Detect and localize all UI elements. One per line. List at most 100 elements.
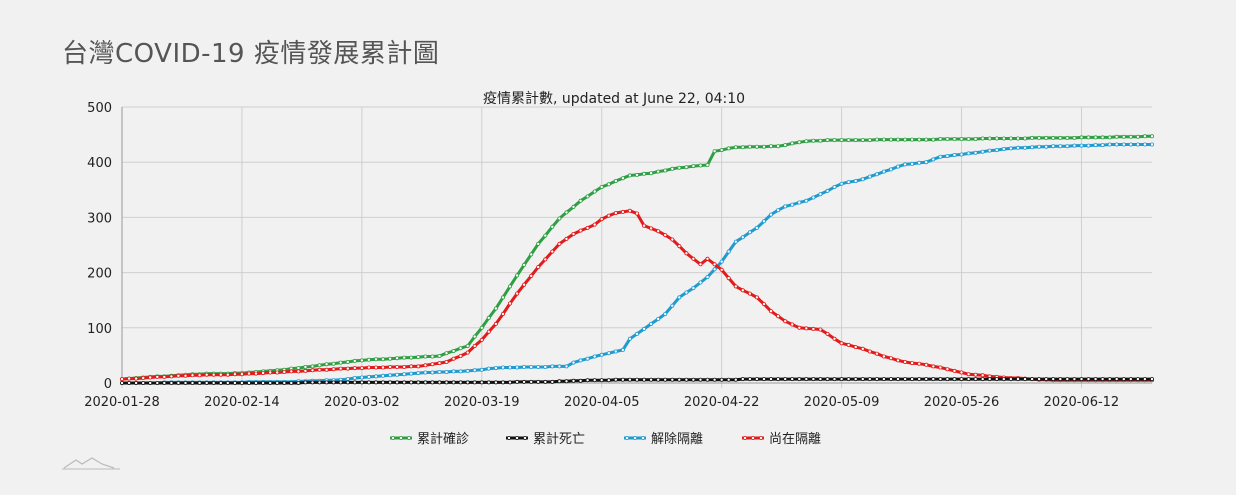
data-point[interactable]	[197, 380, 202, 385]
data-point[interactable]	[578, 228, 583, 233]
data-point[interactable]	[1100, 135, 1105, 140]
data-point[interactable]	[479, 337, 484, 342]
data-point[interactable]	[733, 239, 738, 244]
data-point[interactable]	[465, 350, 470, 355]
data-point[interactable]	[571, 231, 576, 236]
data-point[interactable]	[331, 380, 336, 385]
data-point[interactable]	[1001, 136, 1006, 141]
data-point[interactable]	[811, 377, 816, 382]
data-point[interactable]	[402, 355, 407, 360]
data-point[interactable]	[416, 355, 421, 360]
data-point[interactable]	[557, 379, 562, 384]
data-point[interactable]	[924, 377, 929, 382]
data-point[interactable]	[747, 377, 752, 382]
data-point[interactable]	[712, 262, 717, 267]
data-point[interactable]	[493, 366, 498, 371]
data-point[interactable]	[620, 209, 625, 214]
data-point[interactable]	[620, 377, 625, 382]
data-point[interactable]	[896, 164, 901, 169]
data-point[interactable]	[1142, 134, 1147, 139]
data-point[interactable]	[1128, 377, 1133, 382]
data-point[interactable]	[515, 273, 520, 278]
data-point[interactable]	[275, 380, 280, 385]
data-point[interactable]	[1114, 142, 1119, 147]
data-point[interactable]	[1037, 377, 1042, 382]
data-point[interactable]	[705, 377, 710, 382]
data-point[interactable]	[359, 375, 364, 380]
data-point[interactable]	[141, 375, 146, 380]
data-point[interactable]	[635, 331, 640, 336]
data-point[interactable]	[613, 349, 618, 354]
data-point[interactable]	[762, 219, 767, 224]
data-point[interactable]	[931, 377, 936, 382]
data-point[interactable]	[818, 138, 823, 143]
data-point[interactable]	[1072, 135, 1077, 140]
data-point[interactable]	[987, 136, 992, 141]
data-point[interactable]	[769, 309, 774, 314]
data-point[interactable]	[536, 265, 541, 270]
data-point[interactable]	[1023, 145, 1028, 150]
data-point[interactable]	[924, 137, 929, 142]
data-point[interactable]	[649, 321, 654, 326]
data-point[interactable]	[317, 367, 322, 372]
data-point[interactable]	[472, 380, 477, 385]
data-point[interactable]	[536, 241, 541, 246]
data-point[interactable]	[649, 226, 654, 231]
data-point[interactable]	[1065, 144, 1070, 149]
data-point[interactable]	[832, 377, 837, 382]
data-point[interactable]	[620, 176, 625, 181]
data-point[interactable]	[656, 169, 661, 174]
legend-item[interactable]: 解除隔離	[624, 432, 703, 447]
data-point[interactable]	[599, 378, 604, 383]
data-point[interactable]	[148, 375, 153, 380]
data-point[interactable]	[747, 230, 752, 235]
data-point[interactable]	[507, 284, 512, 289]
data-point[interactable]	[522, 364, 527, 369]
data-point[interactable]	[522, 262, 527, 267]
data-point[interactable]	[465, 343, 470, 348]
data-point[interactable]	[388, 373, 393, 378]
data-point[interactable]	[183, 380, 188, 385]
data-point[interactable]	[896, 377, 901, 382]
data-point[interactable]	[733, 284, 738, 289]
data-point[interactable]	[1008, 136, 1013, 141]
data-point[interactable]	[945, 154, 950, 159]
data-point[interactable]	[430, 354, 435, 359]
data-point[interactable]	[1121, 134, 1126, 139]
data-point[interactable]	[155, 374, 160, 379]
data-point[interactable]	[924, 362, 929, 367]
data-point[interactable]	[754, 377, 759, 382]
data-point[interactable]	[578, 358, 583, 363]
data-point[interactable]	[1001, 377, 1006, 382]
data-point[interactable]	[1044, 144, 1049, 149]
data-point[interactable]	[663, 377, 668, 382]
data-point[interactable]	[451, 348, 456, 353]
data-point[interactable]	[980, 136, 985, 141]
data-point[interactable]	[275, 370, 280, 375]
data-point[interactable]	[162, 374, 167, 379]
data-point[interactable]	[543, 233, 548, 238]
data-point[interactable]	[903, 359, 908, 364]
data-point[interactable]	[987, 148, 992, 153]
data-point[interactable]	[564, 236, 569, 241]
data-point[interactable]	[846, 180, 851, 185]
data-point[interactable]	[712, 377, 717, 382]
data-point[interactable]	[592, 378, 597, 383]
data-point[interactable]	[656, 229, 661, 234]
data-point[interactable]	[698, 280, 703, 285]
data-point[interactable]	[373, 357, 378, 362]
data-point[interactable]	[359, 358, 364, 363]
data-point[interactable]	[896, 137, 901, 142]
data-point[interactable]	[635, 377, 640, 382]
data-point[interactable]	[973, 136, 978, 141]
data-point[interactable]	[141, 380, 146, 385]
data-point[interactable]	[684, 251, 689, 256]
data-point[interactable]	[642, 326, 647, 331]
data-point[interactable]	[564, 364, 569, 369]
data-point[interactable]	[472, 334, 477, 339]
data-point[interactable]	[1051, 377, 1056, 382]
data-point[interactable]	[881, 377, 886, 382]
data-point[interactable]	[557, 241, 562, 246]
data-point[interactable]	[987, 377, 992, 382]
data-point[interactable]	[762, 302, 767, 307]
